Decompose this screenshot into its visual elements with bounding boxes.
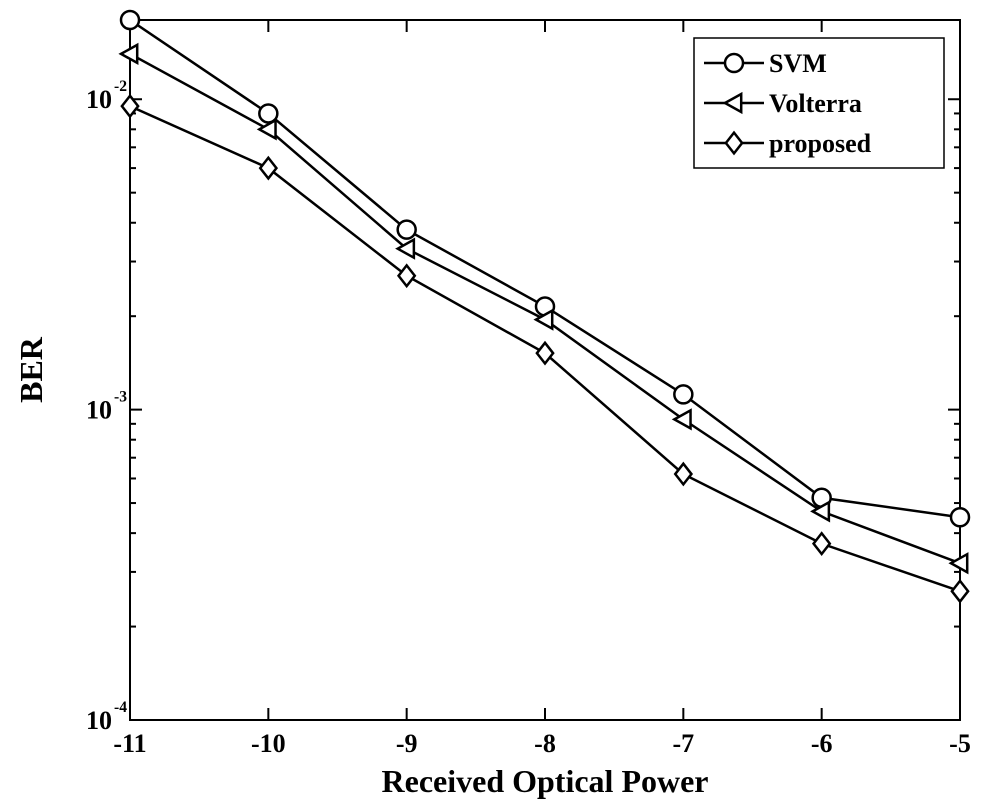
- legend: SVM Volterra proposed: [694, 38, 944, 168]
- svg-text:-8: -8: [534, 729, 556, 758]
- svg-text:-7: -7: [672, 729, 694, 758]
- svg-text:-5: -5: [949, 729, 971, 758]
- svg-text:10: 10: [86, 85, 112, 114]
- svg-text:-2: -2: [114, 78, 127, 95]
- ber-chart: -11 -10 -9 -8 -7 -6 -5 Received Optical Power 10…: [0, 0, 1000, 804]
- legend-label: proposed: [769, 129, 872, 158]
- svg-text:10: 10: [86, 706, 112, 735]
- svg-text:-11: -11: [113, 729, 146, 758]
- svg-text:-6: -6: [811, 729, 833, 758]
- svg-text:10: 10: [86, 396, 112, 425]
- svg-text:-10: -10: [251, 729, 286, 758]
- svg-text:BER: BER: [13, 336, 49, 403]
- legend-label: SVM: [769, 49, 827, 78]
- svg-text:-3: -3: [114, 389, 127, 406]
- svg-text:Received Optical Power: Received Optical Power: [382, 763, 709, 799]
- legend-label: Volterra: [769, 89, 862, 118]
- svg-text:-4: -4: [114, 699, 127, 716]
- svg-text:-9: -9: [396, 729, 418, 758]
